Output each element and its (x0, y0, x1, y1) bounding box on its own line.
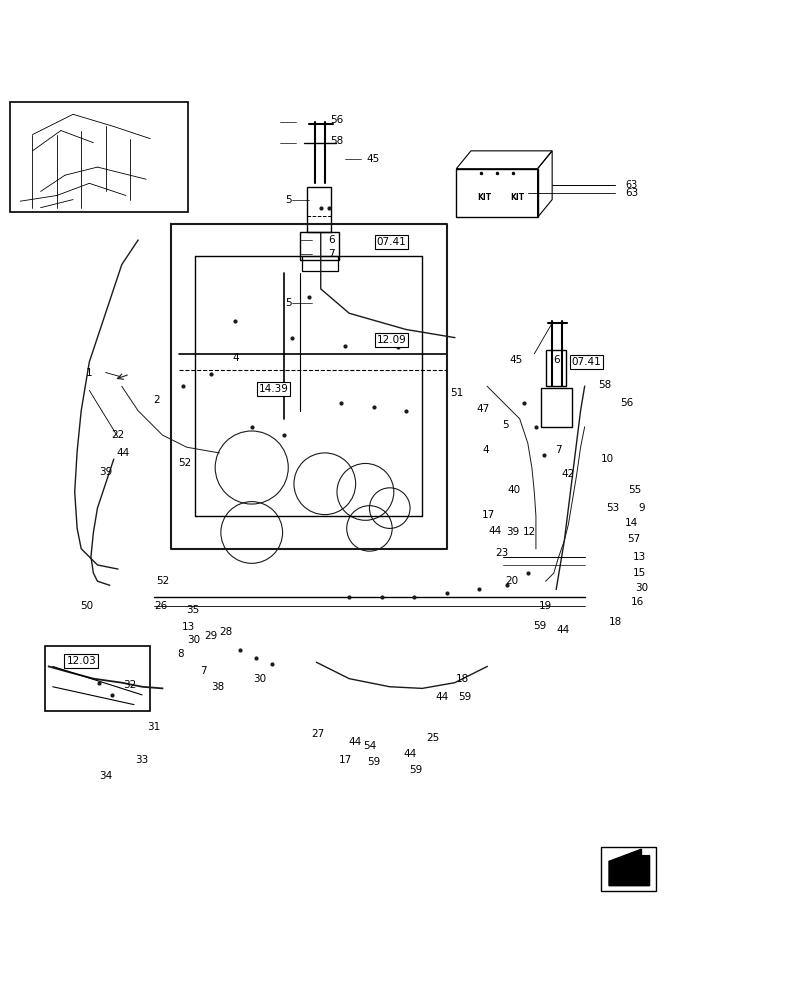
Text: 20: 20 (504, 576, 517, 586)
Text: 53: 53 (606, 503, 619, 513)
Text: 33: 33 (135, 755, 148, 765)
Text: 9: 9 (637, 503, 644, 513)
Text: KIT: KIT (477, 193, 491, 202)
Text: 26: 26 (154, 601, 167, 611)
Text: 30: 30 (253, 674, 266, 684)
Text: 30: 30 (634, 583, 647, 593)
Text: 7: 7 (555, 445, 561, 455)
Text: 50: 50 (80, 601, 93, 611)
Text: 19: 19 (539, 601, 551, 611)
Text: 30: 30 (187, 635, 200, 645)
Text: 5: 5 (502, 420, 508, 430)
Text: 56: 56 (620, 398, 633, 408)
Text: 38: 38 (211, 682, 224, 692)
Text: 28: 28 (219, 627, 232, 637)
Text: 17: 17 (482, 510, 495, 520)
Text: 13: 13 (182, 622, 195, 632)
Text: 4: 4 (482, 445, 488, 455)
Text: 14.39: 14.39 (259, 384, 288, 394)
Text: 25: 25 (426, 733, 439, 743)
Bar (456, 169, 537, 217)
Text: 59: 59 (409, 765, 422, 775)
Text: 1: 1 (86, 368, 92, 378)
Text: 13: 13 (632, 552, 645, 562)
Bar (45, 646, 150, 711)
Text: KIT: KIT (509, 193, 524, 202)
Text: 52: 52 (156, 576, 169, 586)
Text: 31: 31 (148, 722, 161, 732)
Text: 45: 45 (367, 154, 380, 164)
Text: 40: 40 (507, 485, 520, 495)
Text: 39: 39 (506, 527, 519, 537)
Text: 6: 6 (552, 355, 559, 365)
Text: 5: 5 (285, 298, 291, 308)
Text: 2: 2 (153, 395, 160, 405)
Text: 44: 44 (488, 526, 501, 536)
Text: 6: 6 (328, 235, 334, 245)
Text: 58: 58 (598, 380, 611, 390)
Text: 47: 47 (476, 404, 489, 414)
Text: 54: 54 (363, 741, 375, 751)
Bar (600, 847, 655, 891)
Text: 34: 34 (99, 771, 112, 781)
Text: 15: 15 (632, 568, 645, 578)
Text: 27: 27 (311, 729, 324, 739)
Text: 5: 5 (285, 195, 291, 205)
Text: 56: 56 (330, 115, 343, 125)
Text: 23: 23 (495, 548, 508, 558)
Text: 63: 63 (624, 188, 637, 198)
Text: 12: 12 (522, 527, 535, 537)
Text: 29: 29 (204, 631, 217, 641)
Text: 32: 32 (123, 680, 136, 690)
Bar (10, 102, 188, 212)
Text: 4: 4 (232, 353, 238, 363)
Text: 7: 7 (328, 249, 334, 259)
Text: 12.09: 12.09 (376, 335, 406, 345)
Text: 44: 44 (403, 749, 416, 759)
Text: 8: 8 (177, 649, 183, 659)
Text: 59: 59 (533, 621, 546, 631)
Text: 63: 63 (624, 180, 637, 190)
Bar (307, 187, 331, 232)
Text: 52: 52 (178, 458, 191, 468)
Text: 10: 10 (600, 454, 613, 464)
Bar (545, 350, 565, 386)
Text: 7: 7 (200, 666, 206, 676)
Text: 18: 18 (608, 617, 621, 627)
Text: 12.03: 12.03 (67, 656, 96, 666)
Text: 57: 57 (626, 534, 639, 544)
Text: 59: 59 (367, 757, 380, 767)
Text: 45: 45 (508, 355, 521, 365)
Text: 42: 42 (561, 469, 574, 479)
Text: 58: 58 (330, 136, 343, 146)
Text: 51: 51 (449, 388, 462, 398)
Text: 35: 35 (187, 605, 200, 615)
Text: 44: 44 (436, 692, 448, 702)
Text: 18: 18 (456, 674, 469, 684)
Text: 55: 55 (628, 485, 641, 495)
Text: 44: 44 (348, 737, 361, 747)
Bar (540, 388, 571, 427)
Text: 07.41: 07.41 (571, 357, 600, 367)
Text: 07.41: 07.41 (376, 237, 406, 247)
Text: 22: 22 (111, 430, 124, 440)
Text: 14: 14 (624, 518, 637, 528)
Polygon shape (608, 849, 649, 886)
Text: 39: 39 (99, 467, 112, 477)
Bar (300, 232, 339, 260)
Text: 44: 44 (556, 625, 569, 635)
Text: 44: 44 (117, 448, 130, 458)
Text: 59: 59 (458, 692, 471, 702)
Text: 17: 17 (338, 755, 351, 765)
Text: 16: 16 (630, 597, 643, 607)
